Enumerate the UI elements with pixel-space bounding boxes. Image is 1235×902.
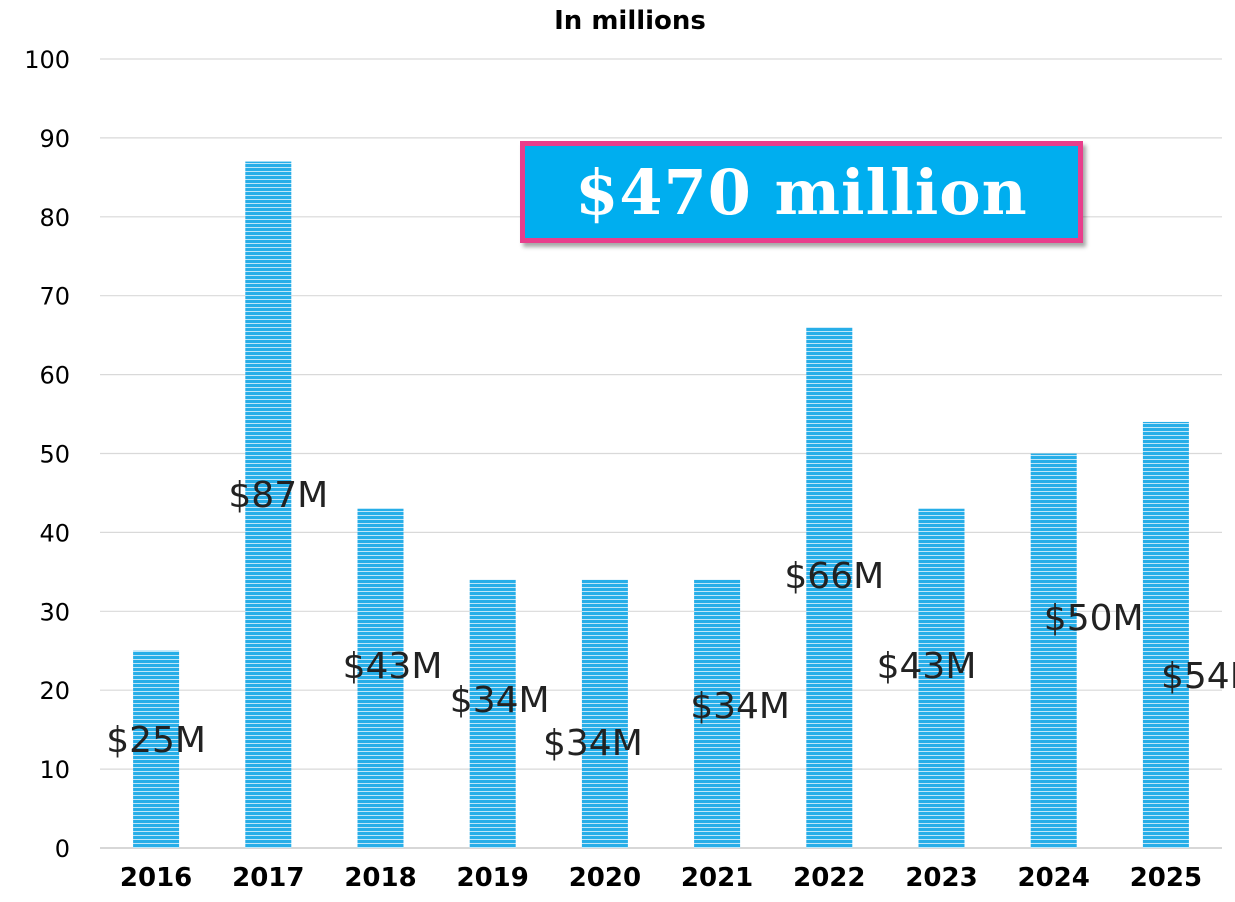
x-tick-label: 2018	[344, 863, 416, 893]
bar-2024	[1030, 453, 1077, 848]
y-tick-label: 20	[39, 677, 70, 705]
data-label: $54M	[1161, 656, 1235, 697]
y-tick-label: 100	[24, 46, 70, 74]
bar-2018	[357, 508, 404, 848]
data-label: $66M	[784, 556, 884, 597]
y-tick-label: 70	[39, 283, 70, 311]
bar-2023	[918, 508, 965, 848]
bar-2019	[469, 579, 516, 848]
bar-2017	[245, 161, 292, 848]
x-tick-label: 2016	[120, 863, 192, 893]
bar-2022	[806, 327, 853, 848]
y-axis: 0 10 20 30 40 50 60 70 80 90 100	[24, 46, 70, 863]
data-label: $34M	[543, 723, 643, 764]
bar-2020	[581, 579, 628, 848]
x-tick-label: 2025	[1130, 863, 1202, 893]
data-label: $34M	[450, 680, 550, 721]
x-tick-label: 2024	[1018, 863, 1090, 893]
data-labels: $25M$87M$43M$34M$34M$34M$66M$43M$50M$54M	[106, 475, 1235, 764]
data-label: $50M	[1044, 598, 1144, 639]
data-label: $87M	[228, 475, 328, 516]
y-tick-label: 50	[39, 441, 70, 469]
y-tick-label: 90	[39, 125, 70, 153]
y-tick-label: 30	[39, 598, 70, 626]
data-label: $43M	[343, 646, 443, 687]
x-tick-label: 2020	[569, 863, 641, 893]
y-tick-label: 80	[39, 204, 70, 232]
x-tick-label: 2021	[681, 863, 753, 893]
data-label: $43M	[877, 646, 977, 687]
bars	[133, 161, 1189, 848]
y-tick-label: 40	[39, 519, 70, 547]
chart-title: In millions	[554, 6, 706, 36]
x-tick-label: 2019	[457, 863, 529, 893]
total-callout: $470 million	[520, 141, 1083, 243]
x-tick-label: 2022	[793, 863, 865, 893]
y-tick-label: 10	[39, 756, 70, 784]
x-axis: 2016 2017 2018 2019 2020 2021 2022 2023 2024 2025	[120, 863, 1202, 893]
x-tick-label: 2017	[232, 863, 304, 893]
bar-2021	[694, 579, 741, 848]
bar-2016	[133, 650, 180, 848]
y-tick-label: 0	[55, 835, 70, 863]
data-label: $34M	[690, 686, 790, 727]
bar-2025	[1142, 421, 1189, 848]
y-tick-label: 60	[39, 362, 70, 390]
total-callout-text: $470 million	[575, 155, 1028, 229]
x-tick-label: 2023	[905, 863, 977, 893]
data-label: $25M	[106, 720, 206, 761]
